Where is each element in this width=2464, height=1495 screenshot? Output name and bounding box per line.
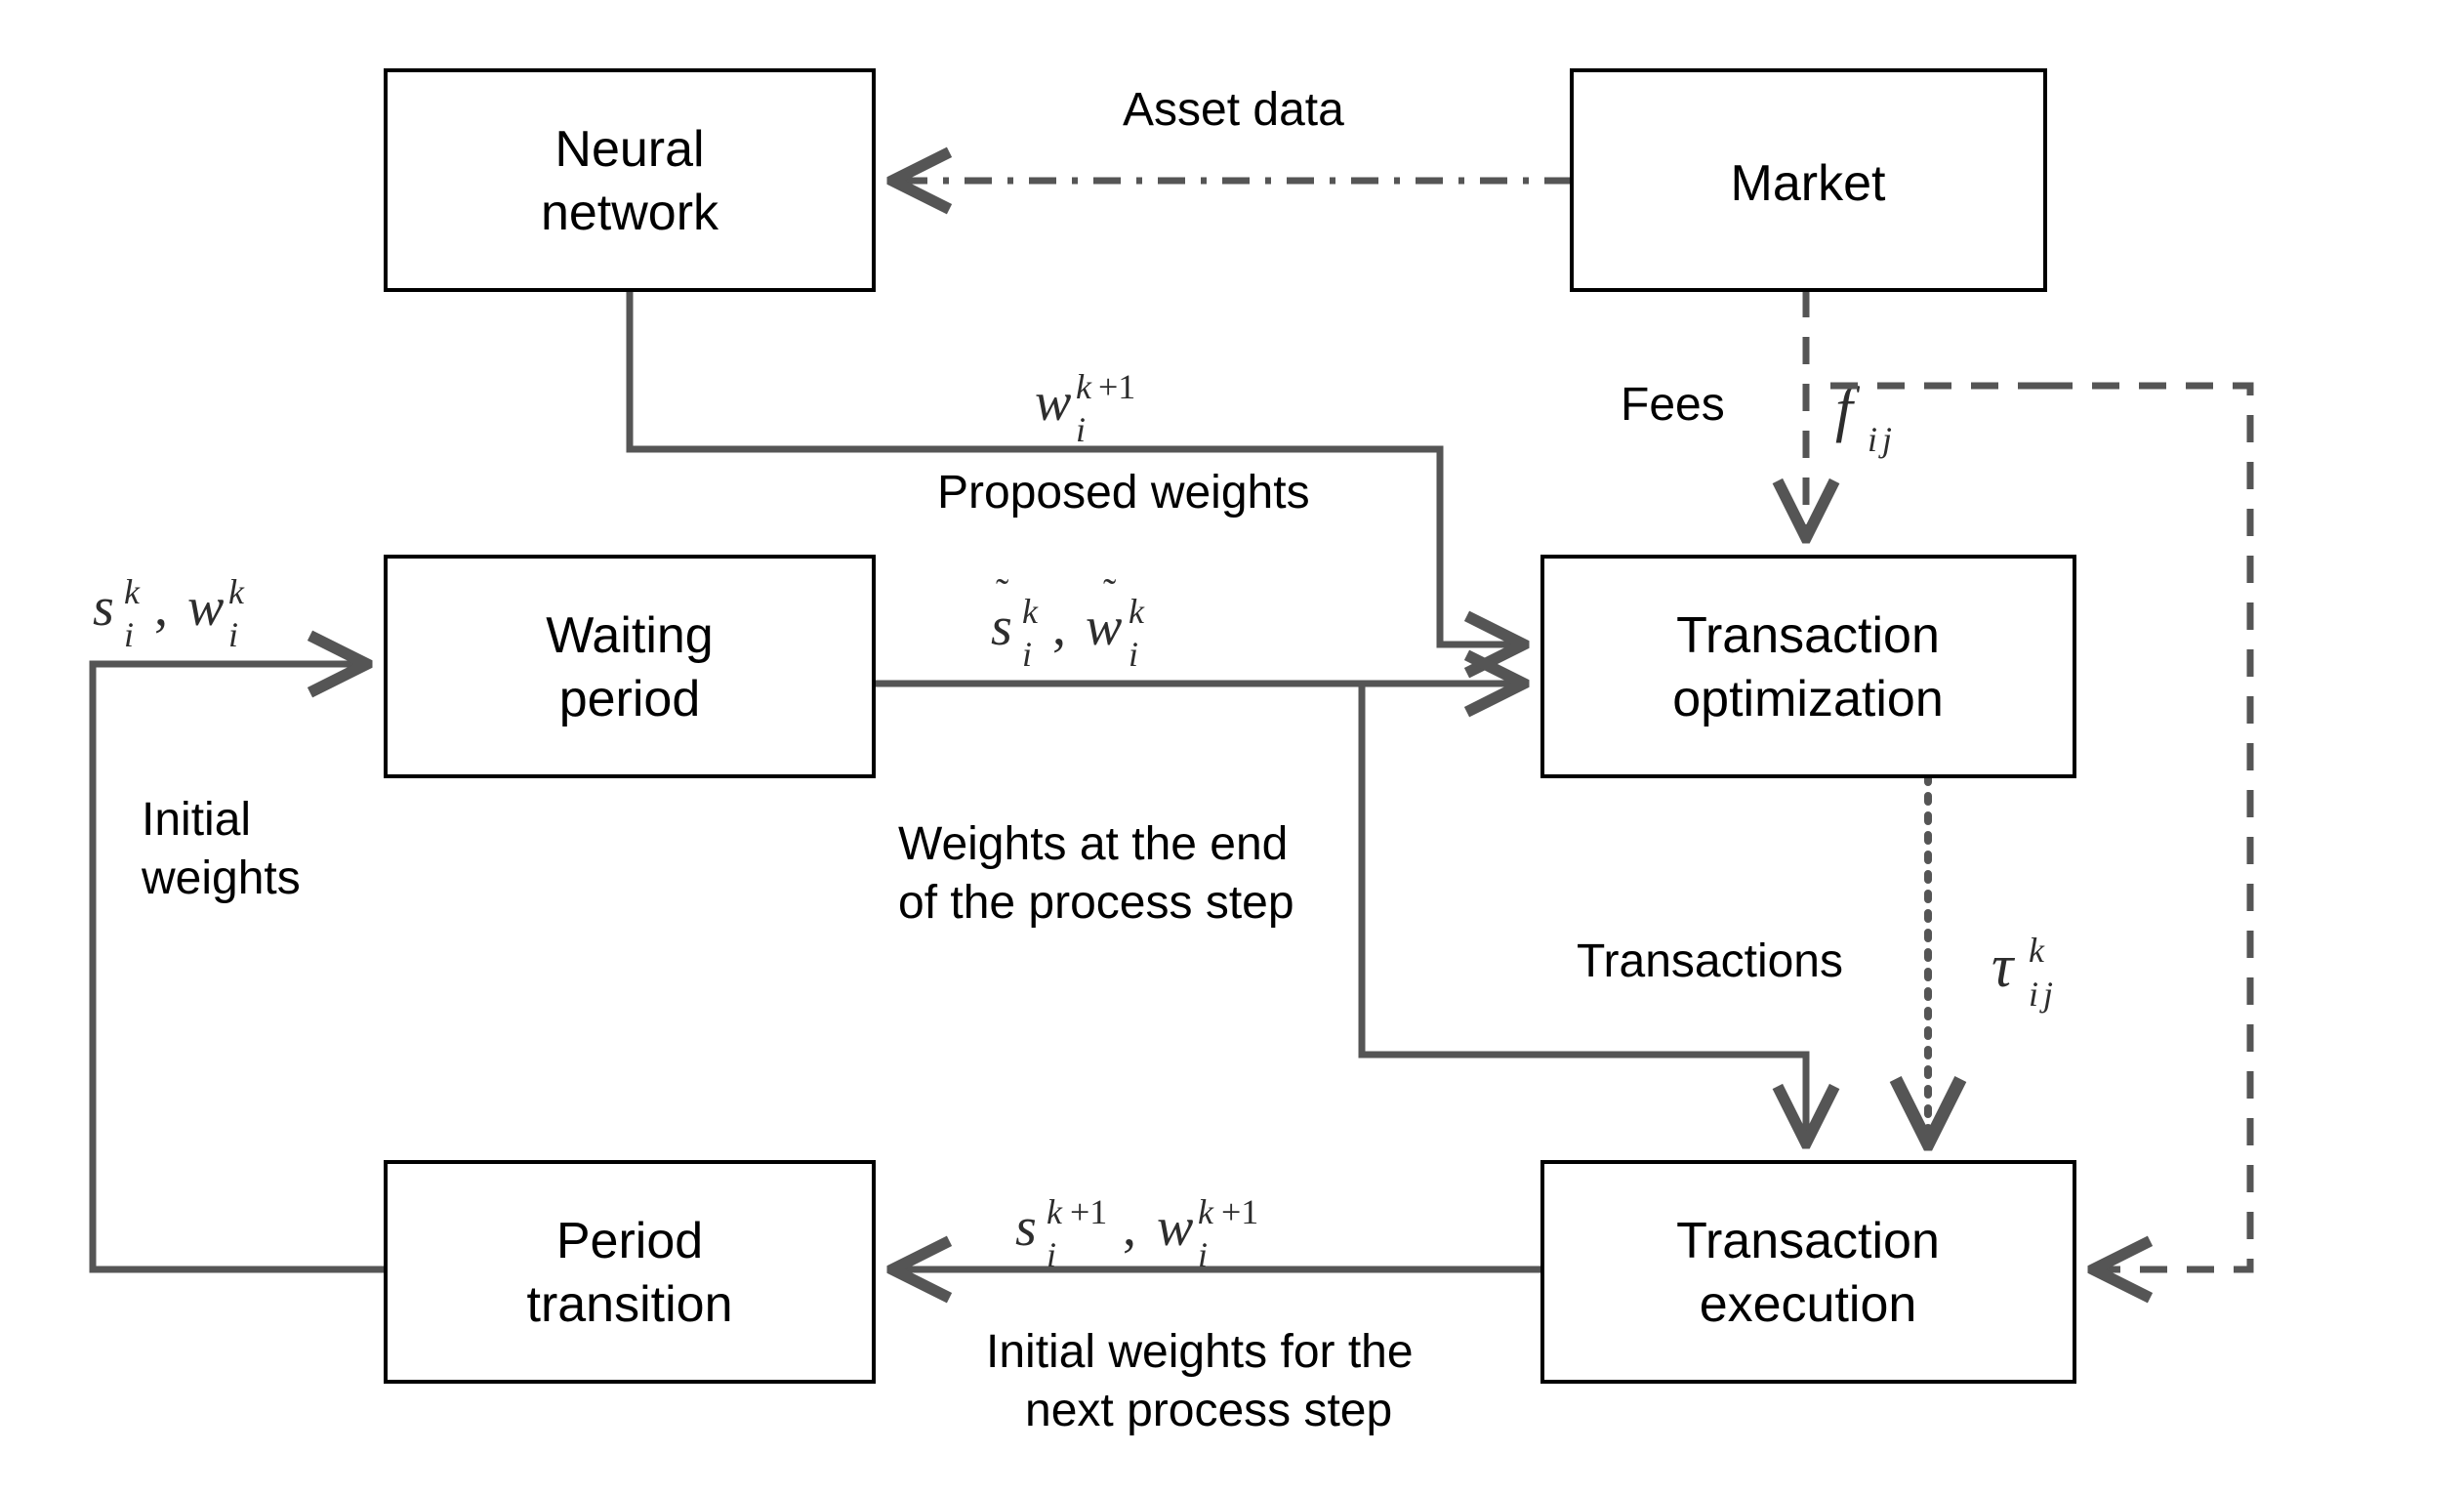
svg-text:k: k	[1198, 1192, 1214, 1231]
svg-text:i: i	[1198, 1235, 1208, 1274]
node-waiting-period: Waiting period	[386, 557, 874, 776]
svg-text:i: i	[1129, 635, 1138, 674]
label-initial-weights-l1: Initial	[142, 794, 251, 846]
math-initial-weights: s i k , w i k	[93, 572, 245, 654]
svg-text:j: j	[2039, 975, 2053, 1014]
svg-text:s: s	[991, 597, 1012, 657]
label-end-weights-l2: of the process step	[898, 877, 1294, 929]
svg-text:i: i	[2029, 975, 2038, 1014]
math-transactions: τ i j k	[1992, 931, 2053, 1014]
svg-text:w: w	[1035, 372, 1071, 433]
node-txexec-l1: Transaction	[1676, 1213, 1940, 1269]
svg-text:s: s	[93, 577, 114, 638]
svg-text:i: i	[1022, 635, 1032, 674]
math-end-weights: ˜ s i k , ˜ w i k	[991, 570, 1145, 674]
label-initial-weights-l2: weights	[141, 852, 301, 904]
svg-text:j: j	[1878, 420, 1892, 459]
svg-text:k: k	[1129, 592, 1145, 631]
node-market: Market	[1572, 70, 2045, 290]
node-transaction-optimization: Transaction optimization	[1542, 557, 2074, 776]
node-txopt-l2: optimization	[1672, 671, 1943, 727]
svg-text:k: k	[124, 572, 141, 611]
math-next-initial: s i k +1 , w i k +1	[1015, 1192, 1258, 1274]
svg-text:k: k	[1022, 592, 1039, 631]
node-txopt-l1: Transaction	[1676, 607, 1940, 664]
label-transactions: Transactions	[1577, 935, 1843, 987]
svg-text:s: s	[1015, 1197, 1037, 1258]
svg-text:,: ,	[1052, 597, 1066, 657]
svg-text:i: i	[228, 615, 238, 654]
svg-text:w: w	[1086, 597, 1122, 657]
svg-text:k: k	[1047, 1192, 1063, 1231]
flowchart-diagram: Asset data w i k +1 Proposed weights Fee…	[0, 0, 2464, 1495]
label-end-weights-l1: Weights at the end	[898, 818, 1288, 870]
svg-text:i: i	[1047, 1235, 1056, 1274]
svg-text:i: i	[1076, 410, 1086, 449]
math-proposed-weights: w i k +1	[1035, 367, 1135, 449]
svg-text:+1: +1	[1221, 1192, 1258, 1231]
svg-text:+1: +1	[1098, 367, 1135, 406]
svg-text:,: ,	[154, 577, 168, 638]
node-neural-network-l2: network	[541, 185, 719, 241]
node-waiting-period-l1: Waiting	[546, 607, 713, 664]
node-neural-network-l1: Neural	[554, 121, 704, 178]
node-period-l2: transition	[527, 1276, 733, 1333]
svg-text:,: ,	[1123, 1197, 1136, 1258]
node-neural-network: Neural network	[386, 70, 874, 290]
node-market-l1: Market	[1731, 155, 1886, 212]
svg-text:τ: τ	[1992, 934, 2016, 1000]
label-next-initial-l2: next process step	[1025, 1385, 1392, 1436]
svg-text:i: i	[1868, 420, 1877, 459]
svg-text:+1: +1	[1070, 1192, 1107, 1231]
edge-initial-weights	[93, 664, 386, 1269]
label-proposed-weights: Proposed weights	[937, 467, 1310, 519]
label-asset-data: Asset data	[1123, 84, 1344, 136]
node-period-transition: Period transition	[386, 1162, 874, 1382]
label-fees: Fees	[1621, 379, 1725, 431]
svg-text:k: k	[2029, 931, 2045, 970]
node-transaction-execution: Transaction execution	[1542, 1162, 2074, 1382]
node-txexec-l2: execution	[1700, 1276, 1917, 1333]
svg-text:w: w	[1157, 1197, 1193, 1258]
label-next-initial-l1: Initial weights for the	[986, 1326, 1414, 1378]
node-period-l1: Period	[556, 1213, 703, 1269]
svg-text:k: k	[228, 572, 245, 611]
node-waiting-period-l2: period	[559, 671, 701, 727]
svg-text:w: w	[187, 577, 224, 638]
svg-text:k: k	[1076, 367, 1092, 406]
edge-fees-to-exec	[2045, 386, 2250, 1269]
svg-text:i: i	[124, 615, 134, 654]
